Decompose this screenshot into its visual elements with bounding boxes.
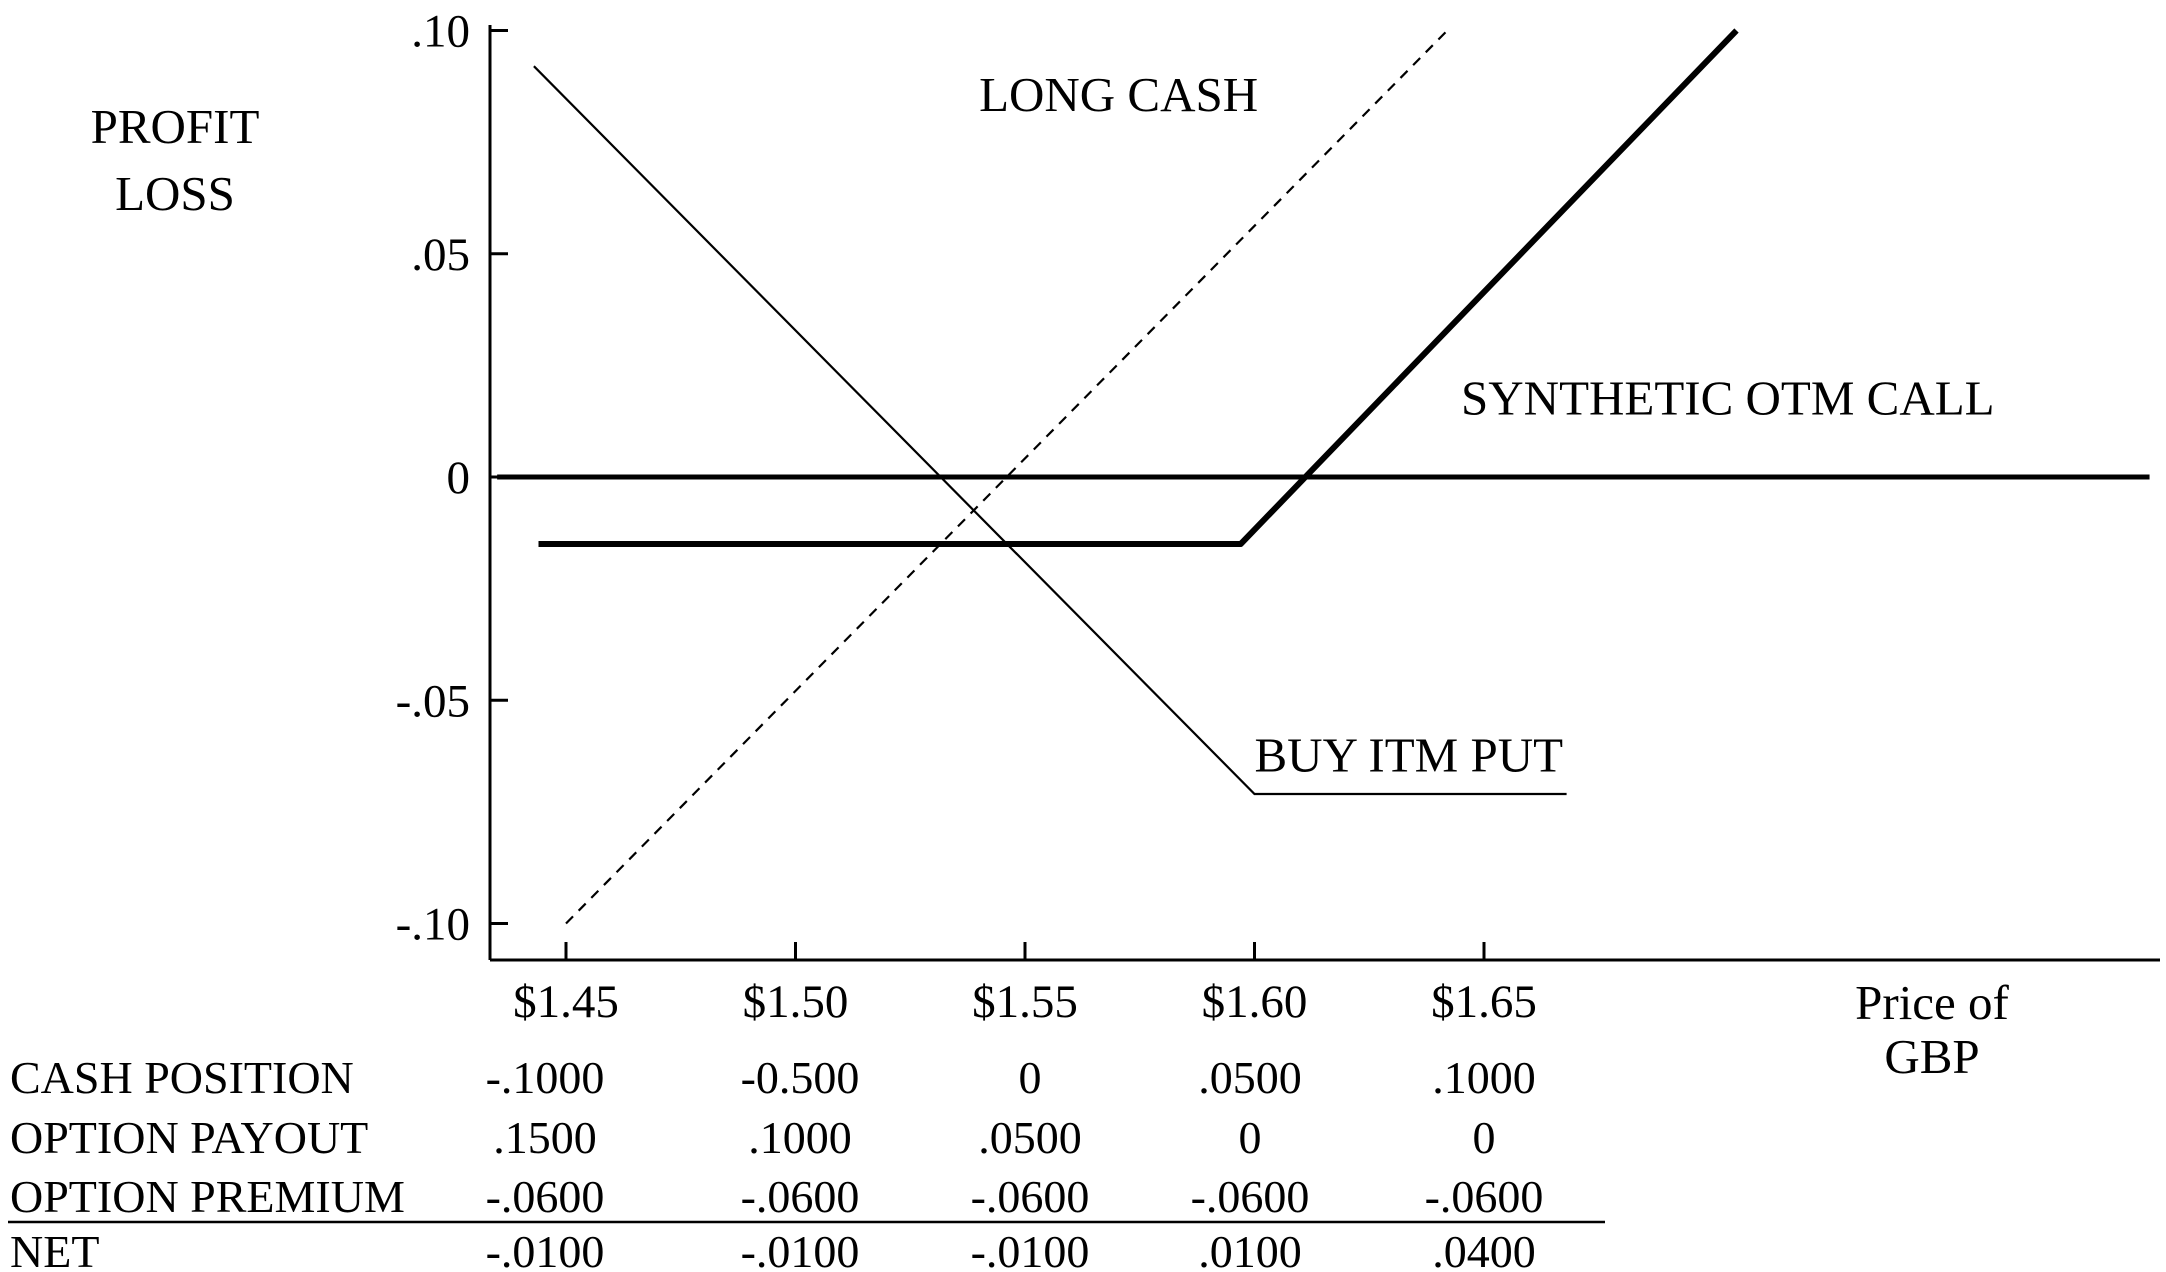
series-layer (497, 28, 2150, 925)
annotation-buy-itm-put: BUY ITM PUT (1255, 728, 1564, 783)
table-cell: -.0600 (971, 1171, 1090, 1222)
y-tick-label: .05 (411, 229, 470, 281)
table-cell: .0500 (1198, 1052, 1302, 1103)
x-tick-label: $1.55 (972, 976, 1078, 1028)
table-row-label: OPTION PAYOUT (10, 1112, 368, 1163)
table-cell: .0400 (1432, 1226, 1536, 1272)
x-tick-label: $1.60 (1202, 976, 1308, 1028)
table-row-label: NET (10, 1226, 99, 1272)
table-cell: -.0600 (1191, 1171, 1310, 1222)
y-tick-label: -.10 (396, 899, 470, 951)
table-cell: -.0100 (486, 1226, 605, 1272)
table-cell: -.0600 (486, 1171, 605, 1222)
table-cell: -.0100 (741, 1226, 860, 1272)
x-tick-label: $1.65 (1431, 976, 1537, 1028)
annotation-synthetic-otm-call: SYNTHETIC OTM CALL (1461, 370, 1995, 425)
table-row-label: CASH POSITION (10, 1052, 354, 1103)
y-tick-label: 0 (447, 452, 471, 504)
table-row-label: OPTION PREMIUM (10, 1171, 405, 1222)
x-tick-label: $1.45 (513, 976, 619, 1028)
table-cell: 0 (1239, 1112, 1262, 1163)
annotation-long-cash: LONG CASH (979, 67, 1258, 122)
y-axis-title: LOSS (115, 166, 235, 221)
table-cell: 0 (1019, 1052, 1042, 1103)
table-cell: .0500 (978, 1112, 1082, 1163)
x-axis-title: GBP (1884, 1029, 1979, 1084)
payoff-table: CASH POSITION -.1000 -0.500 0 .0500 .1000 OPTI… (8, 1052, 1605, 1272)
series-buy-itm-put (533, 65, 1567, 796)
table-cell: -.0100 (971, 1226, 1090, 1272)
x-axis-title: Price of (1855, 975, 2009, 1030)
y-tick-label: -.05 (396, 675, 470, 727)
table-cell: .0100 (1198, 1226, 1302, 1272)
series-long-cash (565, 29, 1449, 925)
table-cell: .1000 (748, 1112, 852, 1163)
y-axis-title: PROFIT (91, 99, 260, 154)
axes: .10 .05 0 -.05 -.10 $1.45 $1.50 $1.55 $1.60 $1.65 (396, 6, 2160, 1028)
table-cell: .1000 (1432, 1052, 1536, 1103)
table-cell: -.1000 (486, 1052, 605, 1103)
labels-layer: LONG CASH SYNTHETIC OTM CALL BUY ITM PUT PR… (91, 67, 2010, 1084)
table-cell: -0.500 (741, 1052, 860, 1103)
table-cell: -.0600 (1425, 1171, 1544, 1222)
series-synthetic-otm-call (538, 28, 1739, 547)
y-tick-label: .10 (411, 6, 470, 58)
table-cell: 0 (1473, 1112, 1496, 1163)
table-cell: .1500 (493, 1112, 597, 1163)
x-tick-label: $1.50 (743, 976, 849, 1028)
table-cell: -.0600 (741, 1171, 860, 1222)
